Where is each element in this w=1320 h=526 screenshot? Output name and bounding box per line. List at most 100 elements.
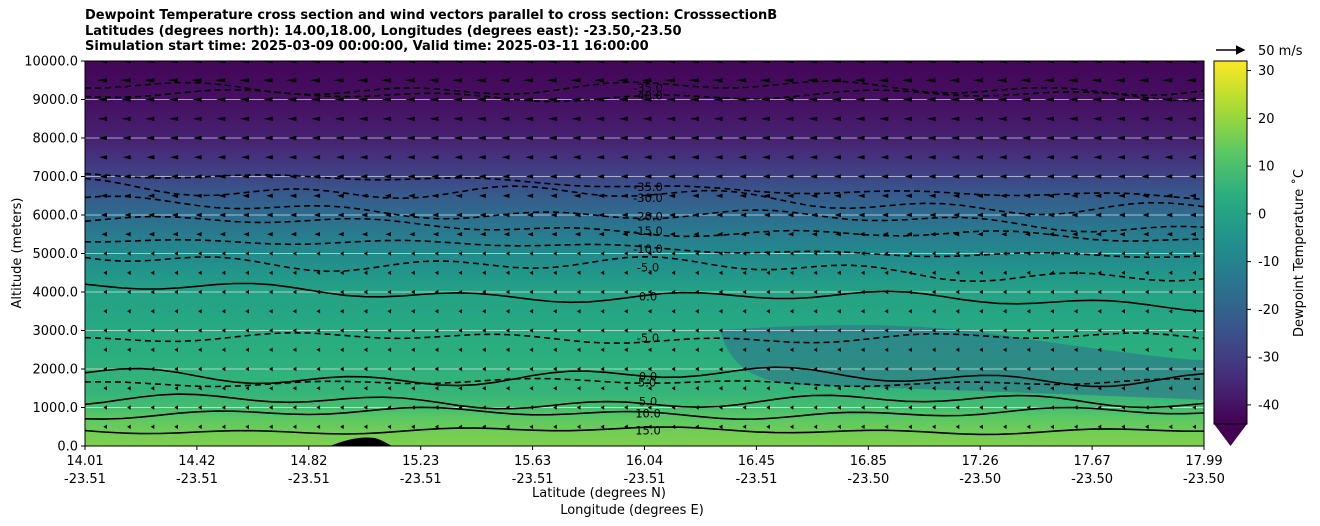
wind-vector <box>121 97 131 102</box>
wind-vector <box>120 78 131 83</box>
wind-vector <box>1121 309 1125 314</box>
wind-vector <box>666 116 676 122</box>
wind-vector <box>360 174 368 179</box>
contour-line <box>85 377 1204 388</box>
wind-vector <box>1161 61 1173 64</box>
wind-vector <box>458 328 463 333</box>
wind-vector <box>174 366 178 372</box>
wind-vector <box>1067 61 1078 64</box>
wind-vector <box>763 212 770 218</box>
title-line-1: Dewpoint Temperature cross section and w… <box>85 8 778 23</box>
wind-vector <box>1074 347 1078 352</box>
wind-vector <box>600 366 605 372</box>
wind-vector <box>759 78 770 83</box>
wind-vector <box>1138 61 1149 64</box>
wind-vector <box>148 212 155 218</box>
wind-vector <box>96 61 107 64</box>
wind-vector <box>431 174 439 179</box>
wind-vector <box>856 155 865 160</box>
wind-vector <box>292 424 297 429</box>
wind-vector <box>671 347 676 352</box>
wind-vector <box>500 116 510 122</box>
wind-vector <box>384 193 392 198</box>
wind-vector <box>932 386 936 391</box>
wind-vector <box>452 97 463 102</box>
quiver-key: 50 m/s <box>1216 44 1303 59</box>
wind-vector <box>1192 424 1196 429</box>
wind-vector <box>1119 232 1125 237</box>
wind-vector <box>505 328 510 333</box>
wind-vector <box>669 232 676 237</box>
wind-vector <box>529 366 534 372</box>
wind-vector <box>761 116 770 122</box>
y-tick-label: 8000.0 <box>33 132 79 147</box>
wind-vector <box>600 328 605 333</box>
wind-vector <box>1118 193 1125 198</box>
contour-label: -5.0 <box>637 260 659 274</box>
wind-vector <box>813 386 818 391</box>
wind-vector <box>854 78 865 83</box>
wind-vector <box>789 424 794 429</box>
wind-vector <box>312 174 321 179</box>
wind-vector <box>977 232 983 237</box>
wind-vector <box>877 61 889 64</box>
wind-vector <box>998 155 1007 160</box>
wind-vector <box>310 78 320 83</box>
wind-vector <box>736 97 747 102</box>
wind-vector <box>1192 328 1196 333</box>
contour-line <box>85 406 1204 421</box>
wind-vector <box>529 424 534 429</box>
wind-vector <box>600 386 605 391</box>
wind-vector <box>123 174 131 179</box>
wind-vector <box>908 309 912 314</box>
wind-vector <box>1121 424 1125 429</box>
wind-vector <box>695 405 699 410</box>
wind-vector <box>689 97 699 102</box>
wind-vector <box>932 309 936 314</box>
wind-vector <box>409 232 415 237</box>
wind-vector <box>243 232 249 237</box>
wind-vector <box>955 347 960 352</box>
wind-vector <box>499 78 510 83</box>
wind-vector <box>475 78 486 83</box>
contour-line <box>85 255 1204 283</box>
wind-vector <box>760 97 770 102</box>
x-tick-label-lat: 15.23 <box>402 454 439 469</box>
contour-label: -35.0 <box>633 81 663 95</box>
wind-vector <box>811 212 818 218</box>
wind-vector <box>908 405 912 410</box>
wind-vector <box>810 193 818 198</box>
x-tick-label-lat: 16.85 <box>850 454 887 469</box>
wind-vector <box>1092 116 1102 122</box>
wind-vector <box>194 174 202 179</box>
wind-vector <box>501 135 510 141</box>
wind-vector <box>1145 366 1149 372</box>
wind-vector <box>1097 289 1102 295</box>
wind-vector <box>411 309 415 314</box>
wind-vector <box>810 174 818 179</box>
wind-vector <box>216 116 226 122</box>
wind-vector <box>245 405 249 410</box>
wind-vector <box>103 366 107 372</box>
wind-vector <box>712 78 723 83</box>
wind-vector <box>905 212 912 218</box>
wind-vector <box>996 61 1007 64</box>
wind-vector <box>529 386 534 391</box>
wind-vector <box>718 270 723 275</box>
wind-vector <box>1121 328 1125 333</box>
wind-vector <box>594 97 605 102</box>
wind-vector <box>361 212 368 218</box>
wind-vector <box>1121 289 1125 295</box>
wind-vector <box>150 405 155 410</box>
wind-vector <box>361 232 368 237</box>
wind-vector <box>832 135 841 141</box>
wind-vector <box>878 78 889 83</box>
wind-vector <box>932 289 936 295</box>
wind-vector <box>245 328 249 333</box>
wind-vector <box>1186 78 1196 83</box>
wind-vector <box>505 251 510 256</box>
wind-vector <box>245 347 249 352</box>
wind-vector <box>150 366 155 372</box>
wind-vector <box>789 289 794 295</box>
wind-vector <box>837 328 841 333</box>
